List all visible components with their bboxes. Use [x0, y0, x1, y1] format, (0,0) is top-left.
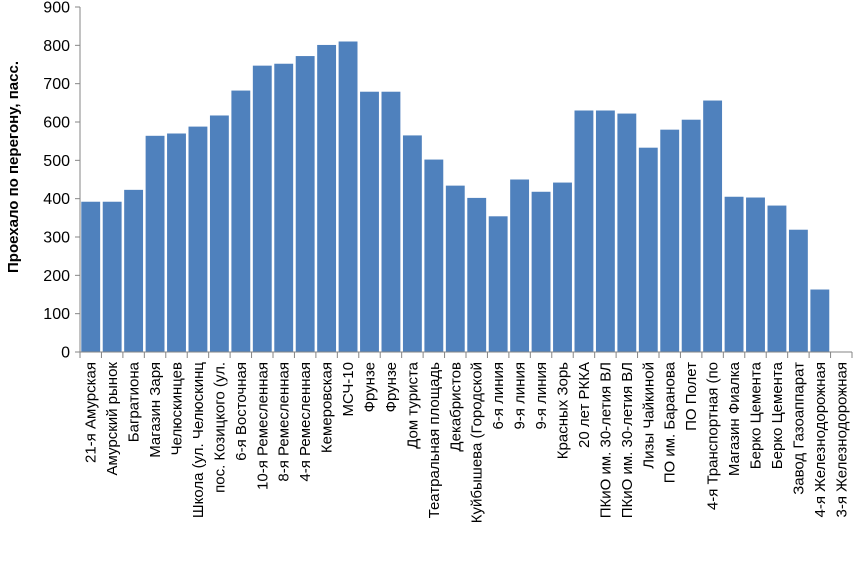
x-tick-label: Магазин Заря: [147, 362, 164, 458]
x-tick-label: ПО Полет: [683, 362, 700, 431]
x-tick-label: Магазин Фиалка: [726, 361, 743, 476]
bar: [595, 110, 615, 352]
bar: [703, 100, 723, 353]
x-tick-label: Амурский рынок: [104, 362, 121, 476]
x-tick-label: 20 лет РККА: [576, 362, 593, 448]
x-tick-label: Декабристов: [447, 362, 464, 452]
x-tick-label: 9-я линия: [533, 362, 550, 430]
x-tick-label: 6-я линия: [490, 362, 507, 430]
x-tick-label: 8-я Ремесленная: [276, 362, 293, 482]
bar: [274, 63, 294, 352]
y-tick-label: 400: [43, 191, 70, 208]
bar: [209, 115, 229, 352]
x-tick-label: Берко Цемента: [769, 361, 786, 469]
bar: [531, 191, 551, 352]
bar: [510, 179, 530, 352]
x-tick-label: Театральная площадь: [426, 362, 443, 519]
y-tick-label: 900: [43, 0, 70, 17]
bar: [81, 201, 101, 352]
bar: [445, 185, 465, 352]
bar: [424, 159, 444, 352]
bar: [681, 119, 701, 352]
y-tick-label: 300: [43, 230, 70, 247]
x-tick-label: 21-я Амурская: [83, 362, 100, 463]
x-tick-label: пос. Козицкого (ул.: [211, 362, 228, 493]
y-tick-label: 600: [43, 115, 70, 132]
bar: [188, 126, 208, 352]
bar: [231, 90, 251, 353]
bar: [360, 91, 379, 352]
bar: [553, 182, 572, 352]
bars: [81, 41, 830, 353]
x-tick-label: Багратиона: [126, 361, 143, 442]
x-tick-label: Лизы Чайкиной: [640, 362, 657, 469]
y-tick-label: 100: [43, 306, 70, 323]
x-tick-label: 9-я линия: [512, 362, 529, 430]
bar: [338, 41, 358, 352]
bar: [145, 135, 165, 352]
x-tick-label: 6-я Восточная: [233, 362, 250, 461]
x-tick-label: Школа (ул. Челюскинц: [190, 362, 207, 519]
x-axis: 21-я Амурская Амурский рынок Багратиона Маг…: [79, 351, 853, 523]
bar: [402, 135, 422, 352]
bar: [295, 56, 315, 353]
x-tick-label: Куйбышева (Городской: [469, 362, 486, 523]
bar: [638, 147, 658, 352]
y-axis-label: Проехало по перегону, пасс.: [5, 61, 22, 273]
bar: [660, 129, 680, 352]
x-tick-label: Завод Газоаппарат: [790, 362, 807, 495]
bar: [467, 197, 487, 352]
bar: [381, 91, 401, 352]
x-tick-label: ПКиО им. 30-летия ВЛ: [597, 362, 614, 518]
x-tick-label: 4-я Железнодорожная: [812, 362, 829, 517]
bar: [617, 113, 637, 352]
x-tick-label: Красных Зорь: [555, 362, 572, 459]
x-tick-label: 4-я Ремесленная: [297, 362, 314, 482]
x-tick-label: МСЧ-10: [340, 362, 357, 417]
y-tick-label: 700: [43, 76, 70, 93]
x-tick-label: Челюскинцев: [169, 362, 186, 455]
bar: [167, 133, 186, 352]
bar: [788, 229, 808, 352]
y-tick-label: 500: [43, 153, 70, 170]
x-tick-label: ПО им. Баранова: [662, 361, 679, 483]
x-tick-label: Фрунзе: [383, 362, 400, 412]
bar: [252, 65, 272, 353]
bar: [810, 289, 830, 352]
bar: [746, 197, 765, 352]
bar: [317, 44, 337, 352]
bar: [488, 216, 508, 352]
y-axis: 0 100 200 300 400 500 600 700 800 900: [43, 0, 81, 362]
x-tick-label: Берко Цемента: [748, 361, 765, 469]
x-tick-label: 10-я Ремесленная: [254, 362, 271, 490]
y-tick-label: 0: [61, 345, 70, 362]
bar: [724, 196, 744, 352]
x-tick-label: Дом туриста: [404, 361, 421, 448]
bar: [574, 110, 594, 352]
bar: [102, 201, 122, 352]
x-tick-label: Кемеровская: [319, 362, 336, 453]
x-tick-label: 3-я Железнодорожная: [833, 362, 850, 517]
y-tick-label: 200: [43, 268, 70, 285]
x-tick-label: 4-я Транспортная (по: [705, 362, 722, 510]
y-tick-label: 800: [43, 38, 70, 55]
bar: [124, 189, 144, 352]
bar: [767, 205, 787, 352]
x-tick-label: ПКиО им. 30-летия ВЛ: [619, 362, 636, 518]
x-tick-label: Фрунзе: [362, 362, 379, 412]
